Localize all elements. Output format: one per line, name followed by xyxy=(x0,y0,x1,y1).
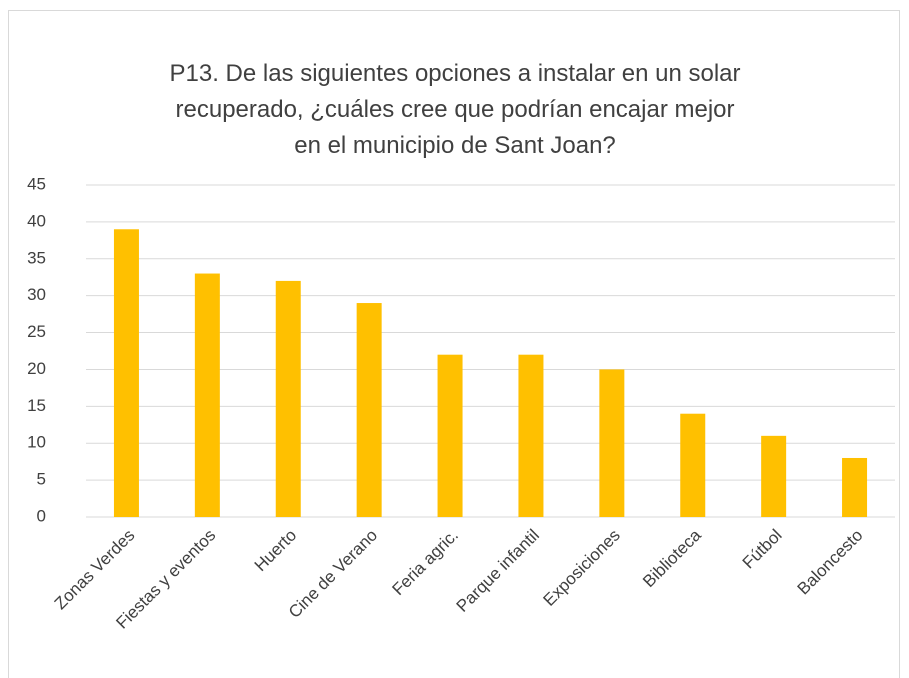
bar xyxy=(356,303,382,517)
x-tick-label: Cine de Verano xyxy=(285,526,381,622)
x-tick-label: Huerto xyxy=(251,526,301,576)
y-tick-label: 5 xyxy=(37,470,46,489)
y-tick-label: 20 xyxy=(27,359,46,378)
x-tick-label: Biblioteca xyxy=(639,525,705,591)
x-tick-label: Exposiciones xyxy=(540,526,624,610)
bar xyxy=(275,280,301,517)
bar xyxy=(842,457,868,517)
x-tick-label: Zonas Verdes xyxy=(51,526,139,614)
y-tick-label: 45 xyxy=(27,174,46,193)
x-tick-label: Feria agric. xyxy=(388,526,462,600)
y-tick-label: 40 xyxy=(27,211,46,230)
y-tick-label: 25 xyxy=(27,322,46,341)
x-tick-label: Baloncesto xyxy=(794,526,867,599)
bar xyxy=(680,413,706,517)
bar xyxy=(437,354,463,517)
y-tick-label: 10 xyxy=(27,433,46,452)
chart-title: P13. De las siguientes opciones a instal… xyxy=(169,60,741,159)
bar xyxy=(113,229,139,517)
bar xyxy=(194,273,220,517)
y-tick-label: 30 xyxy=(27,285,46,304)
x-tick-label: Fútbol xyxy=(739,526,786,573)
bar xyxy=(761,435,787,517)
chart-frame xyxy=(8,10,900,678)
bar xyxy=(518,354,544,517)
y-tick-label: 15 xyxy=(27,396,46,415)
x-tick-label: Parque infantil xyxy=(453,526,543,616)
bar xyxy=(599,369,625,517)
y-tick-label: 0 xyxy=(37,506,46,525)
y-tick-label: 35 xyxy=(27,248,46,267)
